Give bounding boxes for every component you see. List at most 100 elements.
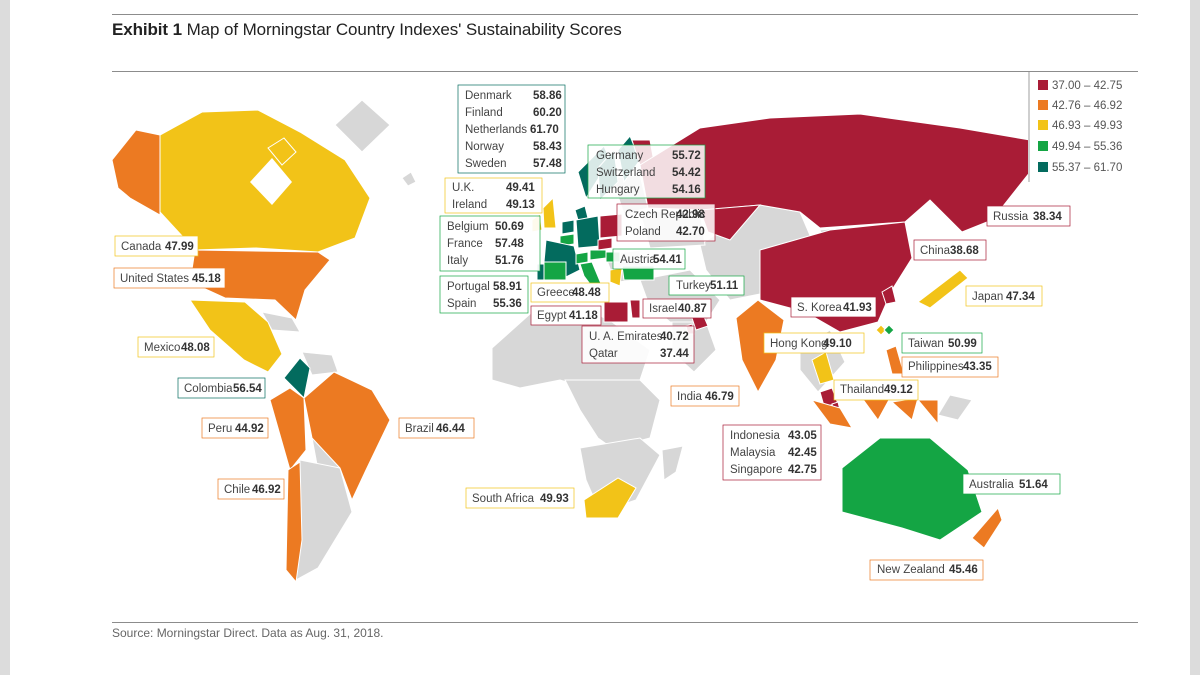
label-box-egypt-bg	[530, 305, 602, 326]
label-box-chile: Chile 46.92	[217, 478, 285, 500]
philippines-name: Philippines	[908, 361, 964, 373]
germany-name: Germany	[596, 150, 644, 162]
label-box-thailand-bg	[833, 379, 919, 401]
legend: 37.00 – 42.75 42.76 – 46.92 46.93 – 49.9…	[1028, 72, 1122, 182]
canada-name: Canada	[121, 241, 162, 253]
belgium-score: 50.69	[495, 221, 524, 233]
label-box-skorea-bg	[790, 296, 877, 318]
sweden-score: 57.48	[533, 158, 562, 170]
philippines-score: 43.35	[963, 361, 992, 373]
indonesia-score: 43.05	[788, 430, 817, 442]
iceland-shape	[401, 171, 417, 187]
legend-swatch-5	[1038, 162, 1048, 172]
label-box-iberia-bg	[439, 275, 529, 314]
russia-score: 38.34	[1033, 211, 1062, 223]
netherlands-name: Netherlands	[465, 124, 527, 136]
label-box-japan-bg	[965, 285, 1043, 307]
label-box-western-bg	[439, 215, 541, 272]
australia-name: Australia	[969, 479, 1014, 491]
finland-score: 60.20	[533, 107, 562, 119]
italy-score: 51.76	[495, 255, 524, 267]
colombia-name: Colombia	[184, 383, 233, 395]
exhibit-title-text: Map of Morningstar Country Indexes' Sust…	[186, 20, 622, 39]
label-box-brazil-bg	[398, 417, 475, 439]
us-score: 45.18	[192, 273, 221, 285]
label-box-brazil: Brazil 46.44	[398, 417, 475, 439]
uk-name: U.K.	[452, 182, 474, 194]
label-box-canada-bg	[114, 235, 199, 257]
israel-shape	[629, 299, 641, 319]
left-edge-strip	[0, 0, 10, 675]
legend-swatch-3	[1038, 120, 1048, 130]
poland-name: Poland	[625, 226, 661, 238]
norway-name: Norway	[465, 141, 504, 153]
spain-score: 55.36	[493, 298, 522, 310]
egypt-shape	[603, 301, 629, 323]
egypt-name: Egypt	[537, 310, 567, 322]
label-box-czech: Czech Republic 42.98 Poland 42.70	[616, 203, 716, 242]
ireland-name: Ireland	[452, 199, 487, 211]
japan-shape	[917, 269, 969, 309]
label-box-peru-bg	[201, 417, 269, 439]
taiwan-score: 50.99	[948, 338, 977, 350]
label-box-uk: U.K. 49.41 Ireland 49.13	[444, 177, 543, 214]
us-name: United States	[120, 273, 189, 285]
spain-name: Spain	[447, 298, 476, 310]
peru-name: Peru	[208, 423, 232, 435]
israel-name: Israel	[649, 303, 677, 315]
norway-score: 58.43	[533, 141, 562, 153]
denmark-score: 58.86	[533, 90, 562, 102]
label-box-china: China 38.68	[913, 239, 987, 261]
canada-bay-shape	[267, 137, 297, 166]
label-box-india: India 46.79	[670, 385, 740, 407]
mexico-score: 48.08	[181, 342, 210, 354]
label-box-czech-bg	[616, 203, 716, 242]
taiwan-shape	[883, 324, 895, 336]
japan-name: Japan	[972, 291, 1003, 303]
legend-label-4: 49.94 – 55.36	[1052, 141, 1122, 153]
label-box-sea: Indonesia 43.05 Malaysia 42.45 Singapore…	[722, 424, 822, 481]
legend-label-3: 46.93 – 49.93	[1052, 120, 1122, 132]
russia-name: Russia	[993, 211, 1029, 223]
brazil-shape	[303, 371, 391, 502]
alaska-shape	[111, 129, 161, 216]
label-box-austria-bg	[612, 248, 686, 270]
label-box-russia: Russia 38.34	[986, 205, 1071, 227]
czech-shape	[597, 237, 613, 251]
chile-shape	[285, 461, 303, 584]
hongkong-score: 49.10	[823, 338, 852, 350]
southafrica-score: 49.93	[540, 493, 569, 505]
brazil-name: Brazil	[405, 423, 434, 435]
israel-score: 40.87	[678, 303, 707, 315]
austria-score: 54.41	[653, 254, 682, 266]
indonesia-shape-1	[810, 399, 853, 429]
legend-label-1: 37.00 – 42.75	[1052, 80, 1122, 92]
label-box-gulf: U. A. Emirates 40.72 Qatar 37.44	[581, 325, 695, 364]
greenland-shape	[334, 99, 391, 153]
skorea-score: 41.93	[843, 302, 872, 314]
indonesia-shape-3	[890, 397, 919, 421]
spain-shape	[543, 261, 567, 281]
thailand-name: Thailand	[840, 384, 884, 396]
top-rule	[112, 14, 1138, 15]
uae-name: U. A. Emirates	[589, 331, 663, 343]
france-name: France	[447, 238, 483, 250]
india-name: India	[677, 391, 703, 403]
central-africa-shape	[564, 379, 661, 449]
finland-name: Finland	[465, 107, 503, 119]
label-box-colombia: Colombia 56.54	[177, 377, 266, 399]
peru-score: 44.92	[235, 423, 264, 435]
hungary-score: 54.16	[672, 184, 701, 196]
legend-label-5: 55.37 – 61.70	[1052, 162, 1122, 174]
label-box-us: United States 45.18	[113, 267, 226, 289]
mexico-shape	[189, 299, 283, 373]
netherlands-score: 61.70	[530, 124, 559, 136]
ireland-score: 49.13	[506, 199, 535, 211]
switzerland-name: Switzerland	[596, 167, 655, 179]
legend-border	[1028, 72, 1030, 182]
qatar-score: 37.44	[660, 348, 689, 360]
label-box-peru: Peru 44.92	[201, 417, 269, 439]
uae-score: 40.72	[660, 331, 689, 343]
label-box-skorea: S. Korea 41.93	[790, 296, 877, 318]
skorea-shape	[881, 285, 897, 305]
